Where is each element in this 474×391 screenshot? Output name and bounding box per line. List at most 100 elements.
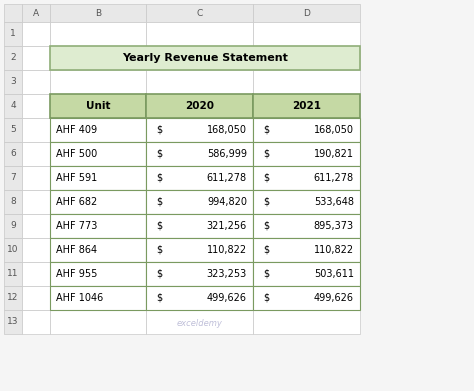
Bar <box>50 286 146 310</box>
Text: Yearly Revenue Statement: Yearly Revenue Statement <box>122 53 288 63</box>
Bar <box>146 238 253 262</box>
Bar <box>146 70 253 94</box>
Bar <box>50 142 146 166</box>
Bar <box>253 118 360 142</box>
Bar <box>4 214 22 238</box>
Text: 190,821: 190,821 <box>314 149 354 159</box>
Text: AHF 591: AHF 591 <box>56 173 97 183</box>
Bar <box>253 94 360 118</box>
Bar <box>253 310 360 334</box>
Bar <box>4 70 22 94</box>
Bar <box>253 94 360 118</box>
Text: $: $ <box>263 125 269 135</box>
Text: $: $ <box>263 197 269 207</box>
Text: 110,822: 110,822 <box>314 245 354 255</box>
Bar <box>4 4 22 22</box>
Text: 499,626: 499,626 <box>314 293 354 303</box>
Bar <box>146 94 253 118</box>
Bar <box>146 286 253 310</box>
Text: $: $ <box>263 173 269 183</box>
Text: 323,253: 323,253 <box>207 269 247 279</box>
Bar <box>22 22 50 46</box>
Text: $: $ <box>263 245 269 255</box>
Text: 110,822: 110,822 <box>207 245 247 255</box>
Bar <box>4 142 22 166</box>
Text: 12: 12 <box>7 294 18 303</box>
Bar <box>50 166 146 190</box>
Bar <box>146 118 253 142</box>
Text: 533,648: 533,648 <box>314 197 354 207</box>
Bar <box>4 166 22 190</box>
Bar <box>253 46 360 70</box>
Text: 2020: 2020 <box>185 101 214 111</box>
Bar <box>146 262 253 286</box>
Bar <box>50 46 360 70</box>
Text: 168,050: 168,050 <box>207 125 247 135</box>
Bar <box>50 118 146 142</box>
Text: $: $ <box>263 293 269 303</box>
Bar <box>22 142 50 166</box>
Bar <box>253 262 360 286</box>
Bar <box>253 166 360 190</box>
Bar <box>253 118 360 142</box>
Bar <box>50 310 146 334</box>
Text: 10: 10 <box>7 246 19 255</box>
Bar <box>146 142 253 166</box>
Bar <box>146 22 253 46</box>
Bar <box>50 214 146 238</box>
Text: $: $ <box>156 173 162 183</box>
Bar <box>50 190 146 214</box>
Text: 5: 5 <box>10 126 16 135</box>
Text: 7: 7 <box>10 174 16 183</box>
Text: 611,278: 611,278 <box>207 173 247 183</box>
Bar <box>253 214 360 238</box>
Bar <box>50 118 146 142</box>
Text: AHF 955: AHF 955 <box>56 269 97 279</box>
Text: AHF 500: AHF 500 <box>56 149 97 159</box>
Text: AHF 409: AHF 409 <box>56 125 97 135</box>
Bar <box>146 214 253 238</box>
Text: 6: 6 <box>10 149 16 158</box>
Text: 9: 9 <box>10 221 16 231</box>
Bar <box>4 118 22 142</box>
Text: 168,050: 168,050 <box>314 125 354 135</box>
Bar <box>50 262 146 286</box>
Bar <box>146 46 253 70</box>
Bar <box>253 142 360 166</box>
Bar <box>146 310 253 334</box>
Bar <box>253 70 360 94</box>
Text: exceldemy: exceldemy <box>176 319 222 328</box>
Text: $: $ <box>156 245 162 255</box>
Bar <box>253 190 360 214</box>
Bar <box>146 190 253 214</box>
Bar <box>146 166 253 190</box>
Text: $: $ <box>156 293 162 303</box>
Bar <box>146 166 253 190</box>
Bar <box>253 238 360 262</box>
Text: $: $ <box>263 221 269 231</box>
Text: AHF 1046: AHF 1046 <box>56 293 103 303</box>
Bar <box>22 166 50 190</box>
Bar <box>22 238 50 262</box>
Bar <box>146 286 253 310</box>
Text: $: $ <box>156 125 162 135</box>
Text: 2021: 2021 <box>292 101 321 111</box>
Bar <box>50 214 146 238</box>
Text: 13: 13 <box>7 317 19 326</box>
Bar <box>253 262 360 286</box>
Bar <box>4 190 22 214</box>
Bar <box>253 214 360 238</box>
Text: $: $ <box>263 269 269 279</box>
Bar <box>22 46 50 70</box>
Bar <box>146 94 253 118</box>
Bar <box>22 4 50 22</box>
Bar <box>146 118 253 142</box>
Bar <box>253 4 360 22</box>
Bar <box>50 94 146 118</box>
Text: 503,611: 503,611 <box>314 269 354 279</box>
Bar <box>4 94 22 118</box>
Bar <box>4 262 22 286</box>
Bar <box>50 166 146 190</box>
Bar <box>50 286 146 310</box>
Text: $: $ <box>263 149 269 159</box>
